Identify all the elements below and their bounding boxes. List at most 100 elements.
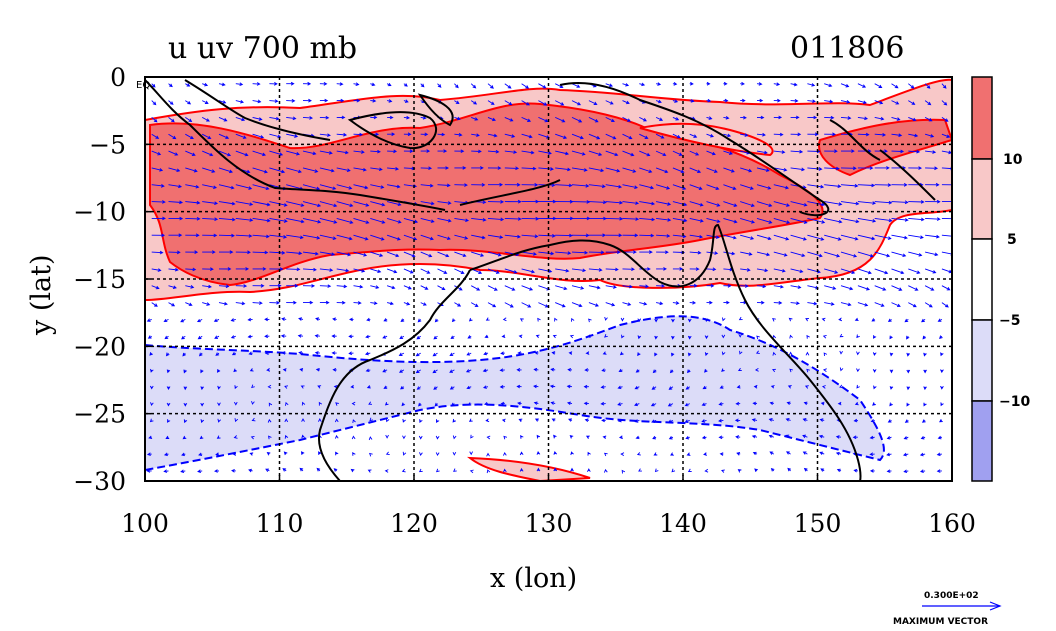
wind-vector <box>687 352 692 357</box>
wind-vector <box>437 166 450 170</box>
wind-vector <box>232 452 237 456</box>
wind-vector <box>672 82 678 86</box>
wind-vector <box>403 268 414 274</box>
wind-vector <box>756 217 773 224</box>
wind-vector <box>840 116 852 120</box>
wind-vector <box>471 166 484 170</box>
colorbar-swatch-5 <box>971 400 993 482</box>
wind-vector <box>672 301 680 305</box>
wind-vector <box>150 402 154 407</box>
wind-vector <box>689 267 700 271</box>
wind-vector <box>286 300 297 305</box>
wind-vector <box>790 82 798 87</box>
wind-vector <box>754 468 758 473</box>
wind-vector <box>704 352 709 357</box>
wind-vector <box>252 184 270 191</box>
wind-vector <box>437 201 452 205</box>
wind-vector <box>319 217 338 224</box>
wind-vector <box>521 133 533 139</box>
wind-vector <box>385 418 390 423</box>
wind-vector <box>588 200 607 205</box>
wind-vector <box>218 133 230 140</box>
wind-vector <box>504 285 516 291</box>
wind-vector <box>487 217 505 222</box>
wind-vector <box>403 83 408 87</box>
wind-vector <box>941 83 947 89</box>
wind-vector <box>617 385 623 390</box>
wind-vector <box>148 435 153 440</box>
x-tick-label: 130 <box>525 509 573 538</box>
wind-vector <box>202 201 219 206</box>
wind-vector <box>164 335 169 340</box>
wind-vector <box>919 452 926 457</box>
wind-vector <box>891 285 903 291</box>
wind-vector <box>869 452 875 457</box>
wind-vector <box>399 335 405 339</box>
wind-vector <box>807 301 818 306</box>
wind-vector <box>718 435 724 440</box>
wind-vector <box>468 418 473 422</box>
wind-vector <box>504 150 518 154</box>
wind-vector <box>218 100 227 104</box>
wind-vector <box>869 435 875 440</box>
wind-vector <box>891 217 909 222</box>
wind-vector <box>605 116 615 123</box>
wind-vector <box>168 133 177 140</box>
wind-vector <box>434 402 439 407</box>
wind-vector <box>723 167 735 173</box>
wind-vector <box>687 335 692 340</box>
wind-vector <box>723 150 733 155</box>
wind-vector <box>163 469 169 473</box>
wind-vector <box>151 268 162 272</box>
wind-vector <box>535 334 540 339</box>
wind-vector <box>687 468 692 472</box>
wind-vector <box>386 201 402 207</box>
wind-vector <box>656 301 664 306</box>
wind-vector <box>756 234 772 241</box>
wind-vector <box>487 234 504 239</box>
wind-vector <box>902 452 909 457</box>
wind-vector <box>403 251 416 258</box>
wind-vector <box>789 334 793 339</box>
wind-vector <box>669 369 674 374</box>
wind-vector <box>570 451 574 456</box>
wind-vector <box>250 435 255 440</box>
wind-vector <box>874 234 892 240</box>
region-east-patch <box>818 118 952 177</box>
wind-vector <box>773 150 786 154</box>
wind-vector <box>588 133 601 140</box>
wind-vector <box>622 100 630 105</box>
wind-vector <box>437 149 448 153</box>
wind-vector <box>839 350 843 355</box>
wind-vector <box>317 385 322 389</box>
wind-vector <box>454 116 461 121</box>
x-tick-label: 110 <box>256 509 304 538</box>
wind-vector <box>923 386 927 391</box>
wind-vector <box>286 217 305 224</box>
wind-vector <box>723 98 729 103</box>
wind-vector <box>605 133 617 140</box>
wind-vector <box>269 234 288 239</box>
wind-vector <box>639 82 646 87</box>
wind-vector <box>285 401 289 406</box>
wind-vector <box>286 99 296 103</box>
wind-vector <box>402 435 406 440</box>
wind-vector <box>319 167 335 173</box>
wind-vector <box>453 468 457 472</box>
wind-vector <box>336 217 354 224</box>
wind-vector <box>336 234 353 241</box>
wind-vector <box>756 150 768 155</box>
wind-vector <box>701 402 707 407</box>
wind-vector <box>487 166 502 170</box>
wind-vector <box>166 386 171 391</box>
wind-vector <box>336 115 346 120</box>
wind-vector <box>835 435 842 439</box>
wind-vector <box>437 268 448 274</box>
wind-vector <box>806 368 810 373</box>
wind-vector <box>185 83 191 87</box>
wind-vector <box>639 167 653 174</box>
wind-vector <box>571 184 590 188</box>
wind-vector <box>286 234 304 240</box>
wind-vector <box>235 99 245 104</box>
wind-vector <box>706 300 713 305</box>
